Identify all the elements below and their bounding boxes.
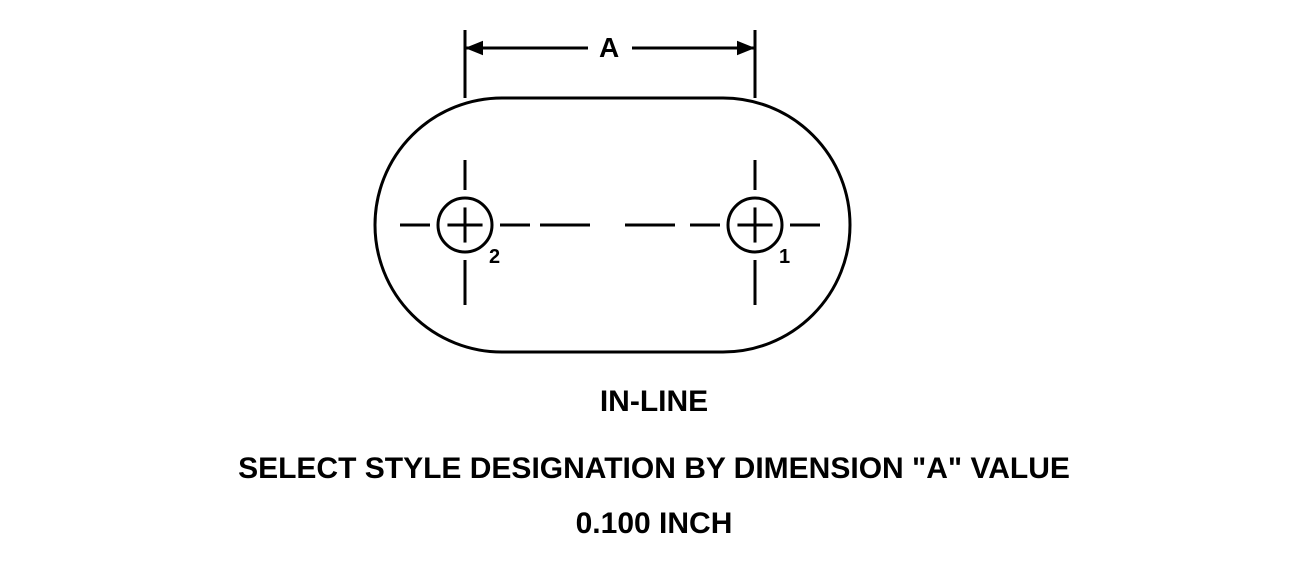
dimension-a-label: A bbox=[599, 32, 619, 64]
hole-index-1: 1 bbox=[779, 246, 790, 269]
hole-index-2: 2 bbox=[489, 246, 500, 269]
caption-select-style: SELECT STYLE DESIGNATION BY DIMENSION "A… bbox=[0, 452, 1308, 486]
diagram-container: A 2 1 IN-LINE SELECT STYLE DESIGNATION B… bbox=[0, 0, 1308, 576]
caption-dimension-value: 0.100 INCH bbox=[0, 507, 1308, 541]
caption-inline: IN-LINE bbox=[0, 385, 1308, 419]
engineering-drawing-svg bbox=[0, 0, 1308, 576]
